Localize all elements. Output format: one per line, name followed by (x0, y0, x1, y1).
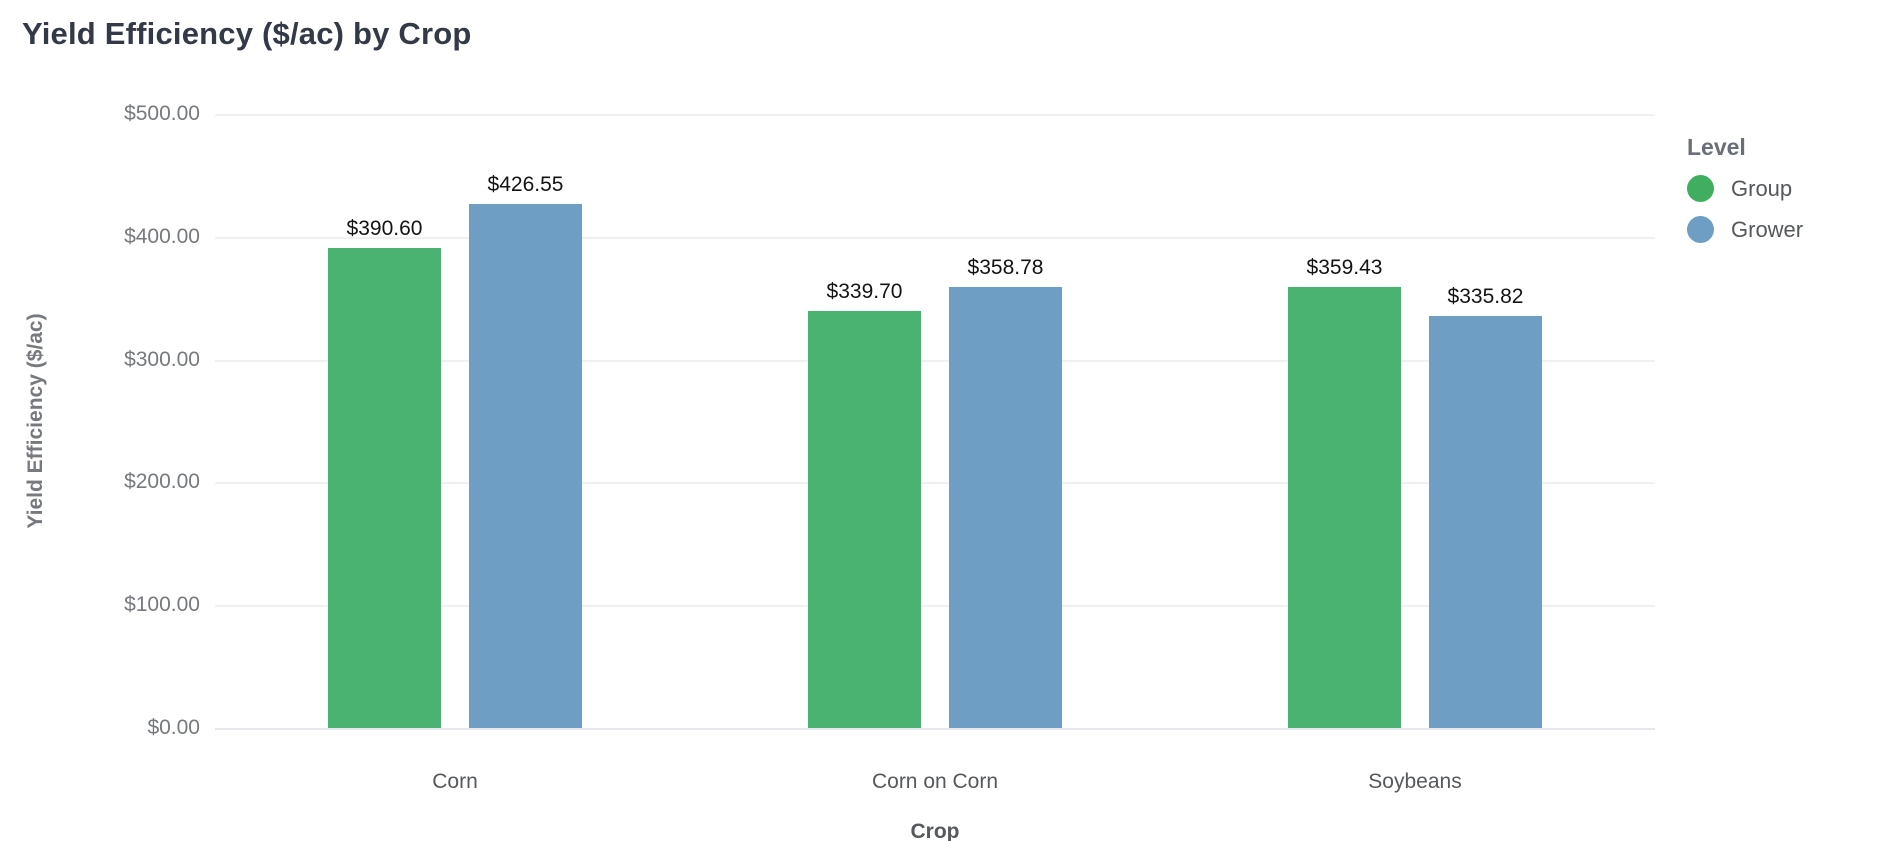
plot-area: $390.60 $426.55 $339.70 $358.78 $359.43 (215, 114, 1655, 730)
legend-swatch-group-icon (1687, 175, 1714, 202)
x-tick-corn: Corn (432, 770, 478, 793)
x-tick-corn-on-corn: Corn on Corn (871, 770, 999, 793)
legend-label-group: Group (1731, 175, 1793, 201)
bar-value-label: $390.60 (346, 217, 423, 241)
bar-value-label: $359.43 (1306, 255, 1383, 279)
band-corn-on-corn: $339.70 $358.78 (695, 114, 1175, 728)
y-axis-title: Yield Efficiency ($/ac) (24, 313, 47, 529)
bar-corn-on-corn-grower[interactable]: $358.78 (949, 114, 1062, 728)
chart-title: Yield Efficiency ($/ac) by Crop (22, 16, 472, 51)
legend-swatch-grower-icon (1687, 216, 1714, 243)
y-axis: $500.00 $400.00 $300.00 $200.00 $100.00 … (0, 102, 205, 739)
bar-soybeans-grower[interactable]: $335.82 (1429, 114, 1542, 728)
y-tick-200: $200.00 (124, 470, 200, 494)
legend: Level Group Grower (1687, 134, 1872, 257)
bar-rect-corn-grower[interactable] (469, 204, 582, 728)
legend-title: Level (1687, 134, 1746, 160)
gridline-300 (215, 359, 1655, 362)
gridline-500 (215, 114, 1655, 116)
legend-item-grower[interactable]: Grower (1687, 216, 1872, 243)
x-axis-line (215, 728, 1655, 730)
x-tick-soybeans: Soybeans (1368, 770, 1462, 793)
gridline-200 (215, 482, 1655, 485)
legend-label-grower: Grower (1731, 216, 1804, 242)
bar-corn-grower[interactable]: $426.55 (469, 114, 582, 728)
x-axis-title: Crop (910, 820, 960, 841)
y-tick-100: $100.00 (124, 593, 200, 617)
bar-rect-soybeans-group[interactable] (1288, 286, 1401, 728)
y-tick-0: $0.00 (147, 716, 200, 739)
legend-item-group[interactable]: Group (1687, 175, 1872, 202)
y-tick-300: $300.00 (124, 347, 200, 371)
bar-value-label: $339.70 (826, 279, 903, 303)
gridline-400 (215, 236, 1655, 239)
bar-rect-corn-group[interactable] (328, 248, 441, 728)
band-soybeans: $359.43 $335.82 (1175, 114, 1655, 728)
bar-rect-soybeans-grower[interactable] (1429, 315, 1542, 728)
bar-soybeans-group[interactable]: $359.43 (1288, 114, 1401, 728)
band-corn: $390.60 $426.55 (215, 114, 695, 728)
gridline-100 (215, 605, 1655, 608)
bar-rect-corn-on-corn-group[interactable] (808, 310, 921, 728)
y-tick-500: $500.00 (124, 102, 200, 125)
bar-value-label: $358.78 (967, 256, 1044, 280)
x-axis: Corn Corn on Corn Soybeans (215, 770, 1655, 794)
bar-rect-corn-on-corn-grower[interactable] (949, 287, 1062, 728)
bar-corn-group[interactable]: $390.60 (328, 114, 441, 728)
y-tick-400: $400.00 (124, 224, 200, 248)
bar-value-label: $335.82 (1447, 284, 1524, 308)
bar-corn-on-corn-group[interactable]: $339.70 (808, 114, 921, 728)
bar-value-label: $426.55 (487, 173, 564, 197)
